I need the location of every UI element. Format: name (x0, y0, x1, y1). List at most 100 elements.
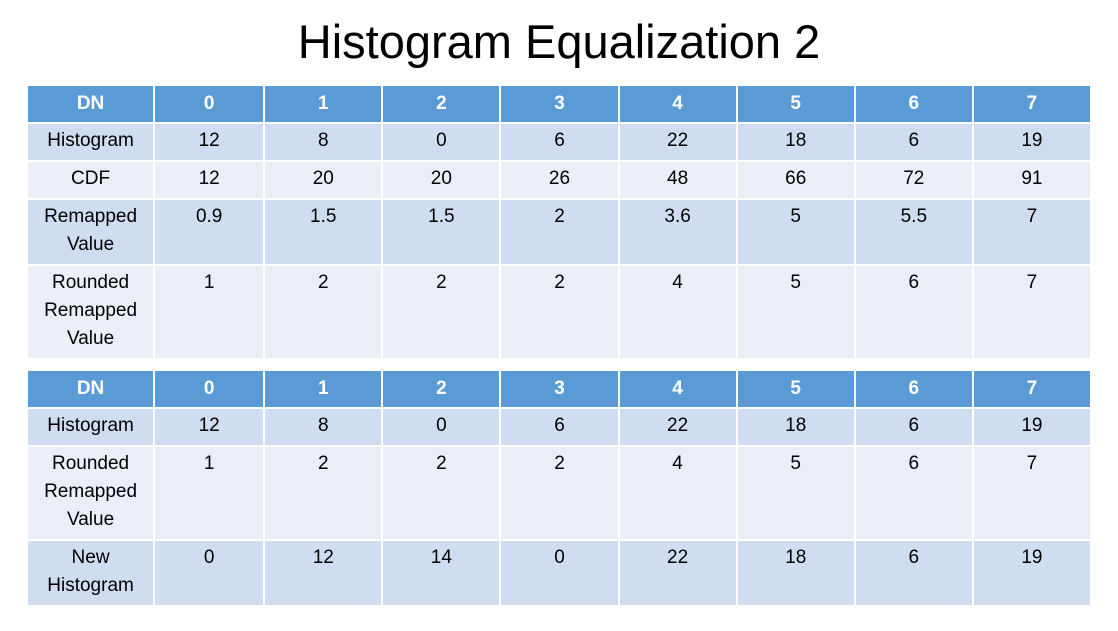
table-cell: 19 (971, 539, 1093, 607)
table-cell: 0 (381, 122, 502, 162)
table-cell: 1.5 (381, 198, 502, 266)
table-cell: 5 (735, 198, 856, 266)
table-cell: 7 (971, 264, 1093, 360)
table-row: Rounded Remapped Value 1 2 2 2 4 5 6 7 (25, 445, 1093, 541)
histogram-table-2: DN 0 1 2 3 4 5 6 7 Histogram 12 8 0 6 22 18 6 19 Rounded R… (25, 369, 1093, 607)
header-cell-dn: DN (25, 84, 156, 124)
table-cell: 0 (153, 539, 266, 607)
table-cell: 2 (499, 198, 620, 266)
histogram-table-1: DN 0 1 2 3 4 5 6 7 Histogram 12 8 0 6 22 18 6 19 CDF 12 20 2… (25, 84, 1093, 360)
table-cell: 0.9 (153, 198, 266, 266)
table-cell: 14 (381, 539, 502, 607)
header-cell-dn-4: 4 (617, 369, 738, 409)
table-row: New Histogram 0 12 14 0 22 18 6 19 (25, 539, 1093, 607)
table-cell: 8 (263, 407, 384, 447)
row-label: Histogram (25, 122, 156, 162)
table-cell: 0 (381, 407, 502, 447)
row-label: Remapped Value (25, 198, 156, 266)
header-cell-dn-1: 1 (263, 369, 384, 409)
row-label-line: New (71, 547, 110, 568)
row-label-line: Value (66, 234, 115, 255)
row-label-line: Value (66, 328, 115, 349)
row-label-line: CDF (71, 168, 111, 189)
table-cell: 66 (735, 160, 856, 200)
row-label: Rounded Remapped Value (25, 445, 156, 541)
table-cell: 1.5 (263, 198, 384, 266)
table-header-row: DN 0 1 2 3 4 5 6 7 (25, 369, 1093, 409)
table-cell: 2 (263, 445, 384, 541)
table-cell: 22 (617, 122, 738, 162)
header-cell-dn-4: 4 (617, 84, 738, 124)
table-cell: 7 (971, 198, 1093, 266)
header-cell-dn-5: 5 (735, 84, 856, 124)
table-cell: 0 (499, 539, 620, 607)
table-cell: 4 (617, 445, 738, 541)
row-label-line: Remapped (44, 300, 138, 321)
table-cell: 6 (853, 264, 974, 360)
table-cell: 6 (853, 539, 974, 607)
row-label-line: Remapped (44, 206, 138, 227)
header-cell-dn-3: 3 (499, 369, 620, 409)
row-label: New Histogram (25, 539, 156, 607)
slide-title: Histogram Equalization 2 (297, 15, 821, 68)
row-label: Rounded Remapped Value (25, 264, 156, 360)
table-cell: 91 (971, 160, 1093, 200)
table-cell: 2 (499, 445, 620, 541)
table-cell: 6 (499, 122, 620, 162)
row-label-line: Value (66, 509, 115, 530)
table-cell: 19 (971, 407, 1093, 447)
table-cell: 12 (153, 160, 266, 200)
table-cell: 20 (263, 160, 384, 200)
table-cell: 5.5 (853, 198, 974, 266)
table-cell: 20 (381, 160, 502, 200)
table-cell: 6 (853, 445, 974, 541)
header-cell-dn-6: 6 (853, 84, 974, 124)
row-label-line: Rounded (51, 453, 130, 474)
table-row: Rounded Remapped Value 1 2 2 2 4 5 6 7 (25, 264, 1093, 360)
table-cell: 3.6 (617, 198, 738, 266)
header-cell-dn-1: 1 (263, 84, 384, 124)
table-cell: 12 (263, 539, 384, 607)
table-cell: 72 (853, 160, 974, 200)
header-cell-dn-5: 5 (735, 369, 856, 409)
table-cell: 2 (499, 264, 620, 360)
table-cell: 5 (735, 445, 856, 541)
table-cell: 22 (617, 407, 738, 447)
table-cell: 2 (381, 264, 502, 360)
header-cell-dn-0: 0 (153, 84, 266, 124)
table-cell: 6 (853, 407, 974, 447)
header-cell-dn-6: 6 (853, 369, 974, 409)
table-cell: 12 (153, 122, 266, 162)
table-cell: 2 (381, 445, 502, 541)
table-cell: 6 (499, 407, 620, 447)
header-cell-dn-3: 3 (499, 84, 620, 124)
table-row: Histogram 12 8 0 6 22 18 6 19 (25, 407, 1093, 447)
row-label: Histogram (25, 407, 156, 447)
header-cell-dn-7: 7 (971, 84, 1093, 124)
row-label-line: Histogram (47, 575, 134, 596)
table-cell: 4 (617, 264, 738, 360)
row-label-line: Histogram (47, 415, 134, 436)
row-label: CDF (25, 160, 156, 200)
header-cell-dn-0: 0 (153, 369, 266, 409)
table-cell: 2 (263, 264, 384, 360)
table-cell: 18 (735, 539, 856, 607)
header-cell-dn-7: 7 (971, 369, 1093, 409)
table-cell: 5 (735, 264, 856, 360)
table-cell: 8 (263, 122, 384, 162)
header-cell-dn-2: 2 (381, 369, 502, 409)
table-row: CDF 12 20 20 26 48 66 72 91 (25, 160, 1093, 200)
row-label-line: Remapped (44, 481, 138, 502)
table-cell: 7 (971, 445, 1093, 541)
table-row: Remapped Value 0.9 1.5 1.5 2 3.6 5 5.5 7 (25, 198, 1093, 266)
table-row: Histogram 12 8 0 6 22 18 6 19 (25, 122, 1093, 162)
table-header-row: DN 0 1 2 3 4 5 6 7 (25, 84, 1093, 124)
table-cell: 1 (153, 445, 266, 541)
table-cell: 1 (153, 264, 266, 360)
row-label-line: Histogram (47, 130, 134, 151)
table-cell: 18 (735, 122, 856, 162)
table-cell: 22 (617, 539, 738, 607)
table-cell: 26 (499, 160, 620, 200)
header-cell-dn-2: 2 (381, 84, 502, 124)
header-cell-dn: DN (25, 369, 156, 409)
